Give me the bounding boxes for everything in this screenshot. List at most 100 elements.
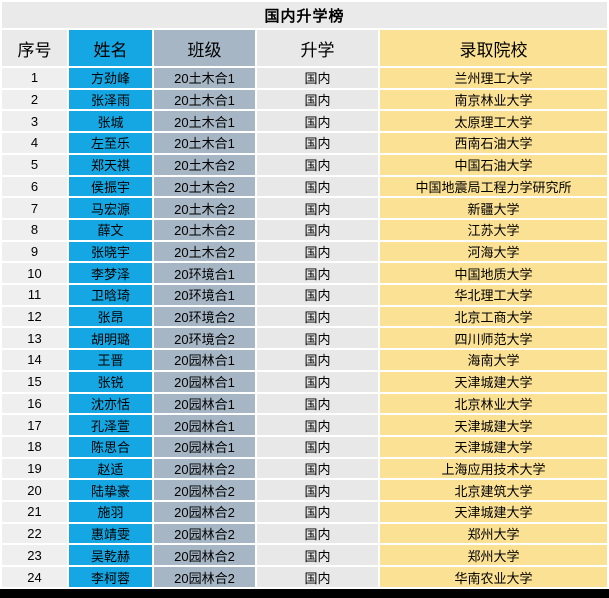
cell-class: 20土木合2 xyxy=(154,154,255,175)
cell-class: 20园林合1 xyxy=(154,350,255,370)
cell-class: 20土木合2 xyxy=(154,219,255,240)
table-row: 8 薛文 20土木合2 国内 江苏大学 xyxy=(2,219,608,240)
cell-class: 20园林合2 xyxy=(154,458,255,479)
cell-name: 惠靖雯 xyxy=(69,523,152,544)
cell-school: 太原理工大学 xyxy=(380,111,608,132)
cell-path: 国内 xyxy=(257,545,378,566)
cell-index: 12 xyxy=(2,306,67,327)
cell-name: 张锐 xyxy=(69,371,152,392)
table-row: 4 左至乐 20土木合1 国内 西南石油大学 xyxy=(2,133,608,153)
cell-index: 16 xyxy=(2,393,67,414)
cell-school: 华南农业大学 xyxy=(380,567,608,587)
cell-name: 胡明璐 xyxy=(69,328,152,349)
table-row: 22 惠靖雯 20园林合2 国内 郑州大学 xyxy=(2,523,608,544)
cell-school: 天津城建大学 xyxy=(380,436,608,457)
cell-name: 左至乐 xyxy=(69,133,152,153)
cell-index: 11 xyxy=(2,285,67,305)
cell-school: 郑州大学 xyxy=(380,523,608,544)
cell-path: 国内 xyxy=(257,436,378,457)
cell-index: 13 xyxy=(2,328,67,349)
cell-path: 国内 xyxy=(257,393,378,414)
cell-name: 李梦泽 xyxy=(69,263,152,284)
cell-path: 国内 xyxy=(257,350,378,370)
table-row: 23 吴乾赫 20园林合2 国内 郑州大学 xyxy=(2,545,608,566)
table-row: 19 赵适 20园林合2 国内 上海应用技术大学 xyxy=(2,458,608,479)
cell-school: 天津城建大学 xyxy=(380,415,608,435)
cell-school: 北京工商大学 xyxy=(380,306,608,327)
table-row: 10 李梦泽 20环境合1 国内 中国地质大学 xyxy=(2,263,608,284)
table-row: 13 胡明璐 20环境合2 国内 四川师范大学 xyxy=(2,328,608,349)
cell-name: 方劲峰 xyxy=(69,68,152,88)
cell-school: 天津城建大学 xyxy=(380,371,608,392)
cell-school: 中国地质大学 xyxy=(380,263,608,284)
column-header-school: 录取院校 xyxy=(380,30,608,66)
cell-name: 赵适 xyxy=(69,458,152,479)
cell-index: 2 xyxy=(2,89,67,110)
cell-name: 施羽 xyxy=(69,502,152,522)
table-row: 17 孔泽萱 20园林合1 国内 天津城建大学 xyxy=(2,415,608,435)
cell-path: 国内 xyxy=(257,219,378,240)
cell-school: 北京建筑大学 xyxy=(380,480,608,501)
cell-class: 20环境合2 xyxy=(154,328,255,349)
cell-school: 中国地震局工程力学研究所 xyxy=(380,176,608,197)
cell-path: 国内 xyxy=(257,198,378,218)
cell-class: 20土木合2 xyxy=(154,198,255,218)
cell-class: 20环境合2 xyxy=(154,306,255,327)
cell-school: 北京林业大学 xyxy=(380,393,608,414)
cell-name: 陆挚豪 xyxy=(69,480,152,501)
cell-index: 1 xyxy=(2,68,67,88)
cell-path: 国内 xyxy=(257,458,378,479)
cell-class: 20园林合2 xyxy=(154,480,255,501)
cell-path: 国内 xyxy=(257,415,378,435)
cell-name: 张晓宇 xyxy=(69,241,152,262)
cell-path: 国内 xyxy=(257,523,378,544)
table-body: 1 方劲峰 20土木合1 国内 兰州理工大学 2 张泽雨 20土木合1 国内 南京林业大学 3 张城 2… xyxy=(2,68,608,587)
cell-index: 20 xyxy=(2,480,67,501)
cell-path: 国内 xyxy=(257,567,378,587)
cell-class: 20土木合2 xyxy=(154,241,255,262)
cell-class: 20环境合1 xyxy=(154,263,255,284)
cell-class: 20园林合1 xyxy=(154,415,255,435)
cell-index: 18 xyxy=(2,436,67,457)
cell-name: 张城 xyxy=(69,111,152,132)
cell-path: 国内 xyxy=(257,371,378,392)
table-row: 5 郑天祺 20土木合2 国内 中国石油大学 xyxy=(2,154,608,175)
bottom-bar xyxy=(0,589,609,598)
cell-path: 国内 xyxy=(257,285,378,305)
cell-index: 24 xyxy=(2,567,67,587)
cell-path: 国内 xyxy=(257,89,378,110)
cell-name: 张昂 xyxy=(69,306,152,327)
table-row: 20 陆挚豪 20园林合2 国内 北京建筑大学 xyxy=(2,480,608,501)
table-row: 21 施羽 20园林合2 国内 天津城建大学 xyxy=(2,502,608,522)
cell-school: 天津城建大学 xyxy=(380,502,608,522)
table-row: 6 侯振宇 20土木合2 国内 中国地震局工程力学研究所 xyxy=(2,176,608,197)
table-row: 9 张晓宇 20土木合2 国内 河海大学 xyxy=(2,241,608,262)
cell-school: 江苏大学 xyxy=(380,219,608,240)
cell-class: 20园林合2 xyxy=(154,502,255,522)
cell-name: 吴乾赫 xyxy=(69,545,152,566)
cell-school: 西南石油大学 xyxy=(380,133,608,153)
cell-index: 14 xyxy=(2,350,67,370)
table-title-row: 国内升学榜 xyxy=(2,2,608,28)
cell-path: 国内 xyxy=(257,328,378,349)
cell-index: 22 xyxy=(2,523,67,544)
table-row: 7 马宏源 20土木合2 国内 新疆大学 xyxy=(2,198,608,218)
cell-school: 郑州大学 xyxy=(380,545,608,566)
cell-path: 国内 xyxy=(257,241,378,262)
cell-class: 20园林合2 xyxy=(154,545,255,566)
cell-index: 6 xyxy=(2,176,67,197)
table-row: 18 陈思合 20园林合1 国内 天津城建大学 xyxy=(2,436,608,457)
cell-index: 17 xyxy=(2,415,67,435)
cell-index: 19 xyxy=(2,458,67,479)
table-row: 16 沈亦恬 20园林合1 国内 北京林业大学 xyxy=(2,393,608,414)
cell-class: 20土木合1 xyxy=(154,89,255,110)
cell-index: 9 xyxy=(2,241,67,262)
cell-name: 孔泽萱 xyxy=(69,415,152,435)
table-row: 12 张昂 20环境合2 国内 北京工商大学 xyxy=(2,306,608,327)
cell-class: 20园林合1 xyxy=(154,436,255,457)
cell-class: 20土木合2 xyxy=(154,176,255,197)
cell-class: 20园林合2 xyxy=(154,567,255,587)
column-header-path: 升学 xyxy=(257,30,378,66)
table-row: 2 张泽雨 20土木合1 国内 南京林业大学 xyxy=(2,89,608,110)
